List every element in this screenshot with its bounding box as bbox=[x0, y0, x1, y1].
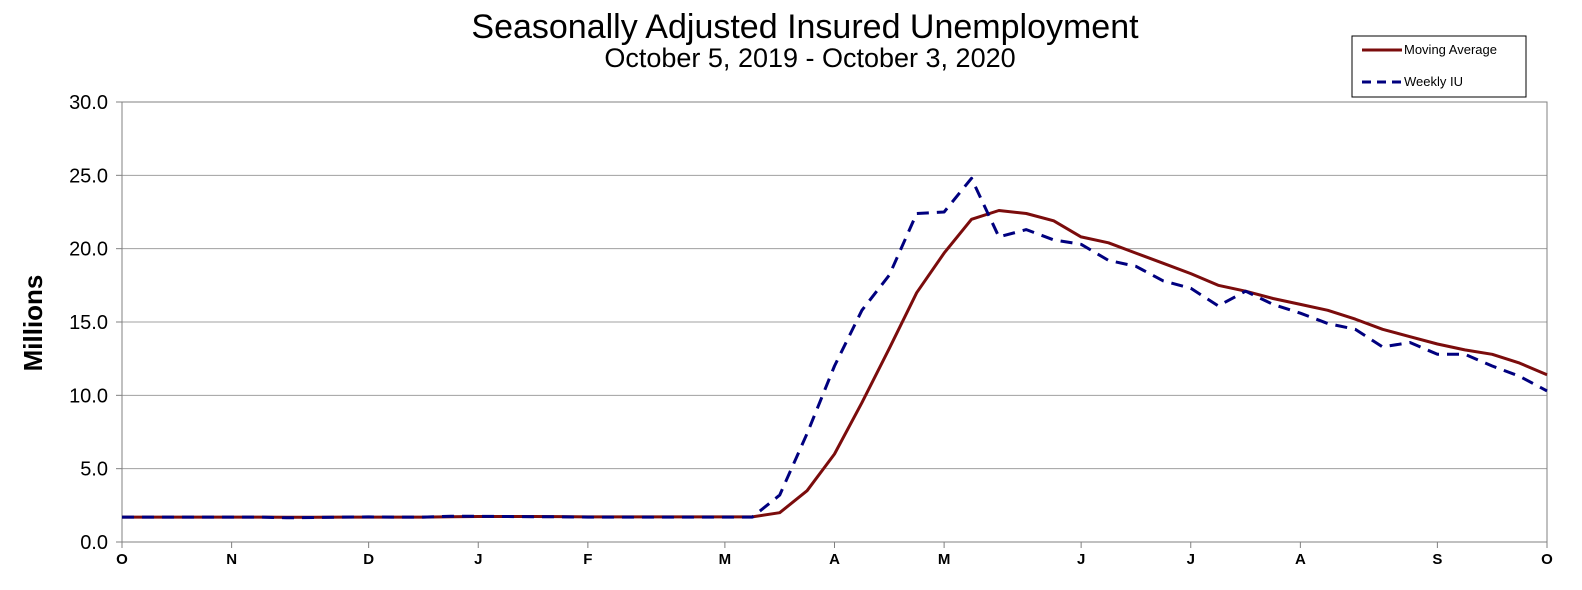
series-lines bbox=[122, 176, 1548, 520]
y-tick-label: 0.0 bbox=[80, 532, 108, 554]
series-line-moving-average bbox=[122, 209, 1548, 519]
chart-title: Seasonally Adjusted Insured Unemployment bbox=[471, 8, 1139, 46]
legend: Moving Average Weekly IU bbox=[1351, 35, 1527, 98]
x-tick-label: A bbox=[1295, 551, 1306, 568]
y-tick-label: 15.0 bbox=[69, 312, 108, 334]
y-tick-label: 10.0 bbox=[69, 385, 108, 407]
x-tick-label: M bbox=[938, 551, 951, 568]
chart-subtitle: October 5, 2019 - October 3, 2020 bbox=[604, 43, 1015, 73]
x-tick-label: J bbox=[474, 551, 482, 568]
y-tick-label: 30.0 bbox=[69, 92, 108, 114]
x-tick-label: F bbox=[583, 551, 592, 568]
x-tick-label: J bbox=[1077, 551, 1085, 568]
x-tick-label: J bbox=[1187, 551, 1195, 568]
legend-box bbox=[1351, 35, 1527, 98]
plot-area bbox=[121, 101, 1548, 543]
x-tick-label: D bbox=[363, 551, 374, 568]
y-tick-label: 5.0 bbox=[80, 459, 108, 481]
x-tick-label: S bbox=[1432, 551, 1442, 568]
x-tick-label: M bbox=[719, 551, 732, 568]
series-line-weekly-iu bbox=[122, 176, 1548, 520]
y-axis-label: Millions bbox=[18, 275, 48, 372]
y-tick-labels: 0.0 5.0 10.0 15.0 20.0 25.0 30.0 bbox=[69, 92, 122, 554]
gridlines bbox=[122, 174, 1547, 470]
legend-label-weekly-iu: Weekly IU bbox=[1404, 74, 1463, 89]
x-tick-label: O bbox=[1541, 551, 1553, 568]
x-tick-label: O bbox=[116, 551, 128, 568]
y-tick-label: 25.0 bbox=[69, 165, 108, 187]
x-tick-label: N bbox=[226, 551, 237, 568]
legend-label-moving-average: Moving Average bbox=[1404, 42, 1497, 57]
y-tick-label: 20.0 bbox=[69, 239, 108, 261]
x-tick-label: A bbox=[829, 551, 840, 568]
